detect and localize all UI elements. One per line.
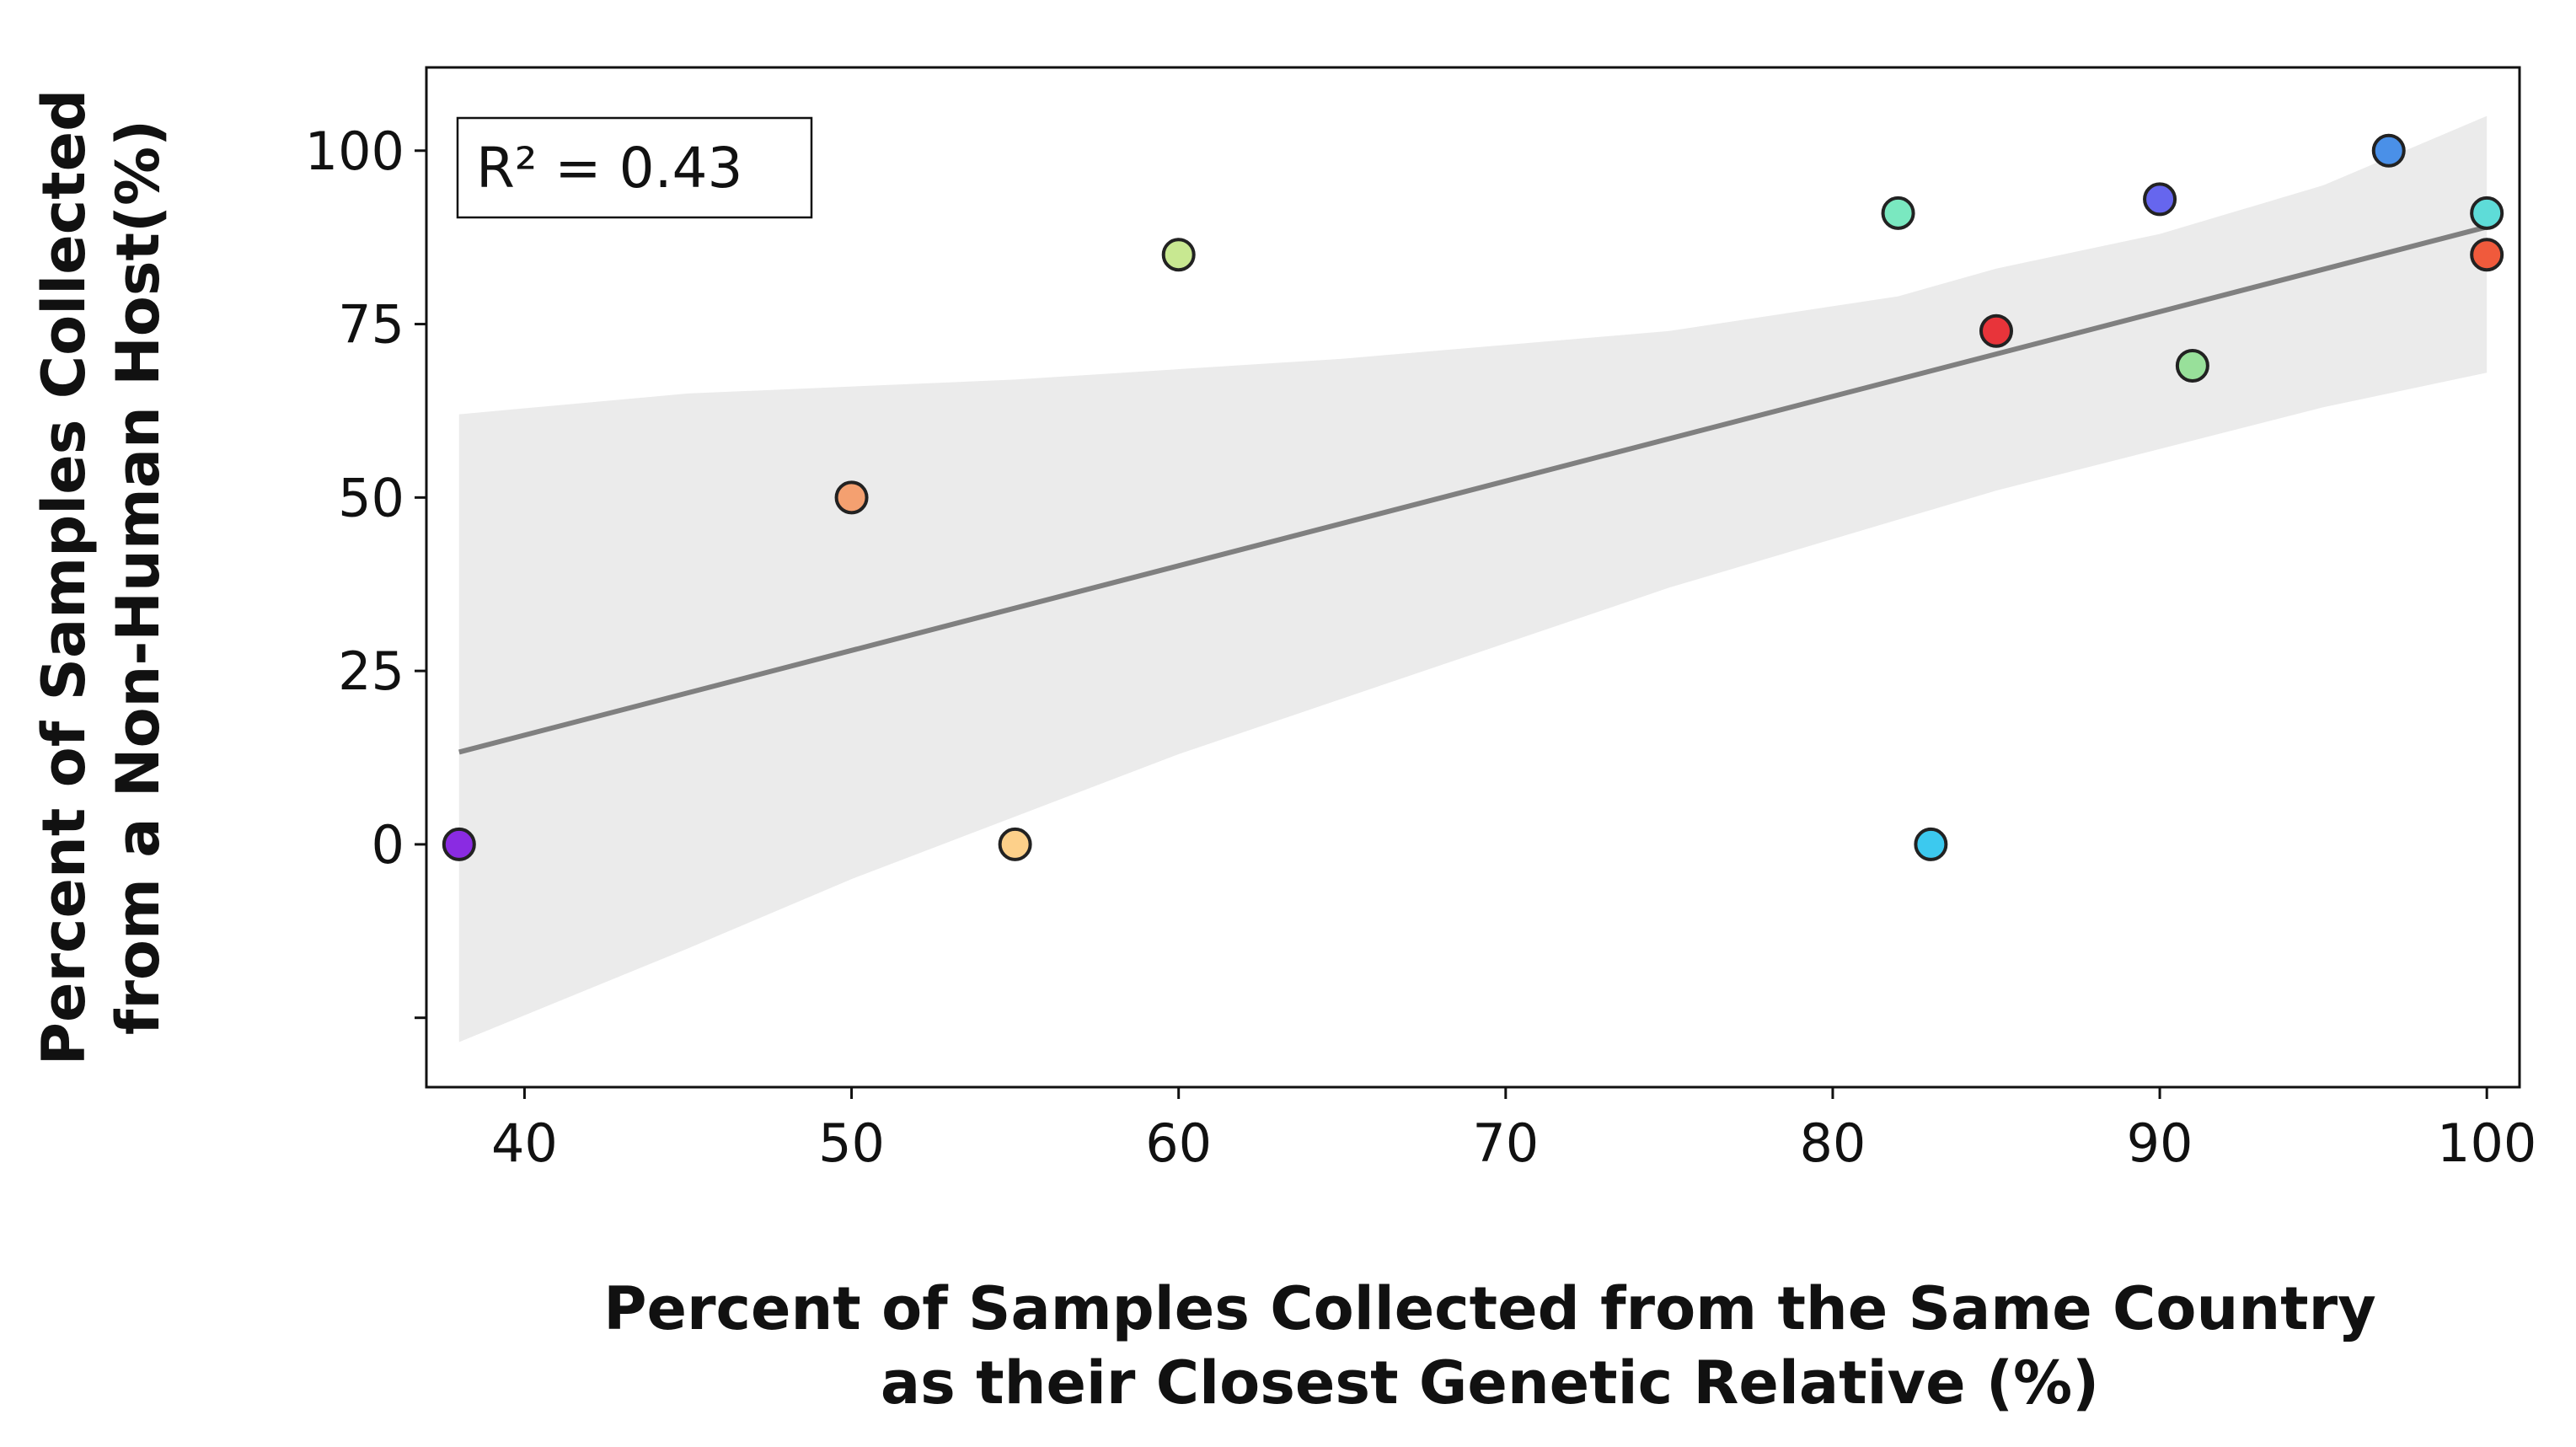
x-tick-label: 40	[491, 1112, 558, 1174]
y-tick-label: 75	[338, 294, 404, 356]
y-tick-label: 25	[338, 640, 404, 702]
annotation-text: R² = 0.43	[476, 136, 743, 201]
y-axis-title-line-2: from a Non-Human Host(%)	[104, 120, 173, 1035]
x-tick-label: 100	[2437, 1112, 2536, 1174]
r-squared-annotation: R² = 0.43	[456, 116, 813, 219]
x-axis-title-line-2: as their Closest Genetic Relative (%)	[881, 1348, 2099, 1418]
x-axis-ticks: 40 50 60 70 80 90 100	[491, 1087, 2536, 1174]
confidence-band	[458, 115, 2488, 1042]
y-axis-title-line-1: Percent of Samples Collected	[29, 89, 99, 1066]
data-point	[998, 827, 1032, 861]
data-point	[2371, 133, 2406, 168]
data-point	[442, 827, 476, 861]
data-point	[2175, 348, 2209, 383]
data-points	[442, 133, 2504, 861]
x-tick-label: 70	[1472, 1112, 1539, 1174]
plot-frame	[425, 66, 2521, 1089]
annotation-box	[456, 116, 813, 219]
data-point	[1979, 314, 2013, 348]
x-tick-label: 80	[1799, 1112, 1866, 1174]
x-tick-label: 60	[1145, 1112, 1212, 1174]
y-tick-label: 0	[372, 814, 404, 876]
y-tick-label: 100	[305, 121, 404, 182]
data-point	[834, 480, 869, 515]
regression-line	[458, 224, 2488, 755]
y-tick-label: 50	[338, 467, 404, 528]
x-tick-label: 90	[2127, 1112, 2193, 1174]
data-point	[2470, 196, 2504, 230]
x-axis-title-line-1: Percent of Samples Collected from the Sa…	[603, 1274, 2376, 1343]
data-point	[2143, 182, 2177, 217]
data-point	[1881, 196, 1915, 230]
data-point	[1914, 827, 1948, 861]
data-point	[2470, 238, 2504, 272]
x-tick-label: 50	[818, 1112, 885, 1174]
y-axis-ticks: 0 25 50 75 100	[305, 121, 426, 1020]
data-point	[1161, 238, 1196, 272]
